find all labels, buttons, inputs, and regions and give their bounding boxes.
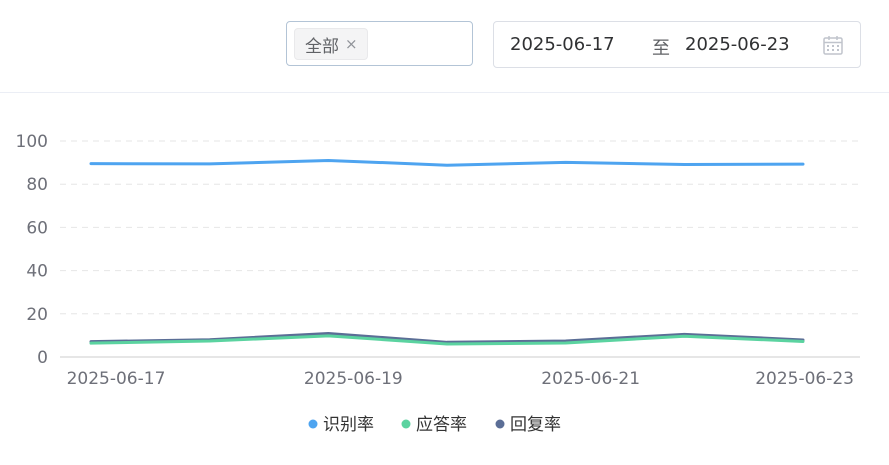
type-select[interactable]: 全部 × [286, 21, 473, 66]
date-separator: 至 [652, 38, 670, 59]
legend-label-3: 回复率 [510, 415, 561, 435]
y-tick-label: 0 [37, 348, 48, 368]
filter-tag-label: 全部 [305, 36, 339, 57]
calendar-icon[interactable] [822, 34, 844, 56]
series-line-2 [89, 334, 805, 346]
series-line-1 [89, 158, 805, 167]
x-tick-label: 2025-06-23 [755, 369, 854, 389]
filter-tag: 全部 × [294, 28, 368, 60]
legend-label-2: 应答率 [416, 415, 467, 435]
legend-marker-3 [495, 419, 505, 429]
tag-close-icon[interactable]: × [345, 34, 358, 53]
x-tick-label: 2025-06-19 [304, 369, 403, 389]
y-tick-label: 100 [16, 132, 48, 152]
end-date-input[interactable]: 2025-06-23 [685, 34, 790, 55]
legend-label-1: 识别率 [323, 415, 374, 435]
y-tick-label: 40 [26, 262, 48, 282]
y-tick-label: 60 [26, 218, 48, 238]
x-tick-label: 2025-06-17 [67, 369, 166, 389]
start-date-input[interactable]: 2025-06-17 [510, 34, 615, 55]
header-divider [0, 92, 889, 93]
legend-marker-1 [308, 419, 318, 429]
y-tick-label: 20 [26, 305, 48, 325]
line-chart: 0 20 40 60 80 100 2025-06-17 2025-06-19 2025-06-… [16, 132, 860, 435]
date-range-picker[interactable]: 2025-06-17 至 2025-06-23 [493, 21, 861, 68]
legend-marker-2 [401, 419, 411, 429]
x-tick-label: 2025-06-21 [541, 369, 640, 389]
y-tick-label: 80 [26, 175, 48, 195]
